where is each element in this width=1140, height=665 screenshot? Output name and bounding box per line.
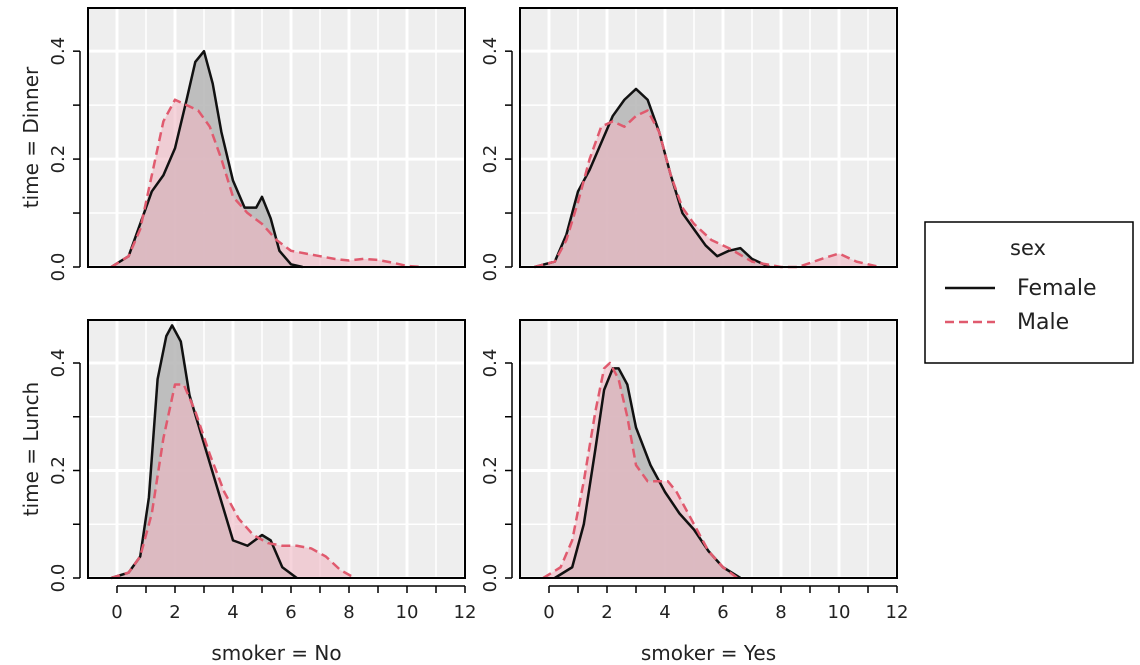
- x-tick-label: 12: [454, 602, 477, 623]
- density-line-male-lunch-no: [110, 383, 356, 580]
- x-tick-label: 4: [659, 602, 670, 623]
- y-tick-label: 0.2: [480, 456, 501, 485]
- row-label: time = Lunch: [19, 382, 43, 516]
- y-tick-label: 0.0: [48, 253, 69, 282]
- y-tick-label: 0.2: [48, 145, 69, 174]
- legend-title: sex: [1010, 236, 1046, 260]
- row-label: time = Dinner: [19, 66, 43, 208]
- x-tick-label: 0: [111, 602, 122, 623]
- x-tick-label: 2: [169, 602, 180, 623]
- column-label: smoker = No: [211, 641, 341, 665]
- density-line-female-lunch-no: [110, 324, 298, 580]
- legend-box: [924, 221, 1134, 364]
- x-tick-label: 8: [775, 602, 786, 623]
- y-tick-label: 0.4: [480, 349, 501, 378]
- legend-label-female: Female: [1017, 276, 1097, 301]
- x-tick-label: 4: [227, 602, 238, 623]
- x-tick-label: 2: [601, 602, 612, 623]
- y-tick-label: 0.0: [480, 253, 501, 282]
- y-tick-label: 0.0: [48, 564, 69, 593]
- density-fill-male-lunch-no: [111, 384, 355, 578]
- density-line-female-lunch-yes: [554, 367, 742, 580]
- density-fill-male-dinner-yes: [534, 110, 880, 267]
- panel-border-lunch-no: [87, 319, 466, 579]
- x-tick-label: 10: [396, 602, 419, 623]
- density-line-male-lunch-yes: [542, 361, 739, 580]
- density-line-male-dinner-yes: [534, 109, 880, 269]
- y-tick-label: 0.4: [48, 349, 69, 378]
- x-tick-label: 0: [543, 602, 554, 623]
- legend-label-male: Male: [1017, 310, 1069, 335]
- x-tick-label: 12: [886, 602, 909, 623]
- density-line-female-dinner-no: [110, 49, 303, 269]
- y-tick-label: 0.0: [480, 564, 501, 593]
- density-fill-male-dinner-no: [111, 99, 422, 268]
- y-tick-label: 0.4: [480, 37, 501, 66]
- panel-border-dinner-yes: [519, 7, 898, 268]
- y-tick-label: 0.2: [480, 145, 501, 174]
- x-tick-label: 6: [717, 602, 728, 623]
- x-tick-label: 10: [828, 602, 851, 623]
- column-label: smoker = Yes: [641, 641, 776, 665]
- panel-border-lunch-yes: [519, 319, 898, 579]
- y-tick-label: 0.4: [48, 37, 69, 66]
- y-tick-label: 0.2: [48, 456, 69, 485]
- panel-border-dinner-no: [87, 7, 466, 268]
- x-tick-label: 6: [285, 602, 296, 623]
- x-tick-label: 8: [343, 602, 354, 623]
- density-line-female-dinner-yes: [534, 87, 770, 269]
